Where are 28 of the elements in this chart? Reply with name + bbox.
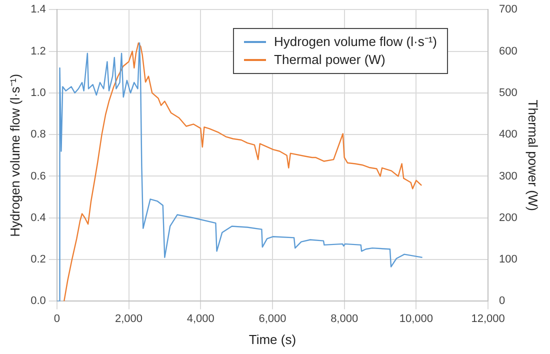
x-tick-label: 0 — [54, 312, 60, 325]
x-tick-label: 8,000 — [330, 312, 358, 325]
y-tick-label: 0.8 — [30, 128, 46, 141]
y-tick-label: 0.4 — [30, 212, 46, 224]
x-tick-label: 4,000 — [186, 312, 214, 325]
y2-tick-label: 400 — [499, 128, 518, 141]
y2-tick-label: 300 — [499, 170, 518, 182]
y-tick-label: 0.0 — [30, 295, 46, 308]
y-tick-label: 1.0 — [30, 86, 46, 99]
y2-axis-title: Thermal power (W) — [526, 100, 541, 212]
y2-tick-label: 100 — [499, 254, 518, 266]
y2-tick-label: 0 — [499, 295, 506, 308]
x-tick-label: 6,000 — [258, 312, 286, 325]
y2-tick-label: 200 — [499, 212, 518, 224]
y-tick-label: 1.2 — [30, 45, 46, 58]
y-tick-label: 0.6 — [30, 170, 46, 182]
x-tick-label: 12,000 — [471, 312, 505, 325]
x-tick-label: 10,000 — [399, 312, 434, 325]
y2-tick-label: 700 — [499, 4, 518, 16]
y-axis-title: Hydrogen volume flow (l·s⁻¹) — [7, 74, 22, 237]
y-tick-label: 0.2 — [30, 254, 46, 266]
y2-tick-label: 500 — [499, 86, 518, 99]
legend-label: Thermal power (W) — [274, 50, 386, 69]
y2-tick-label: 600 — [499, 45, 518, 58]
y-tick-label: 1.4 — [30, 4, 46, 16]
x-axis-title: Time (s) — [248, 332, 296, 347]
x-tick-label: 2,000 — [114, 312, 143, 325]
legend-label: Hydrogen volume flow (l·s⁻¹) — [274, 32, 437, 51]
